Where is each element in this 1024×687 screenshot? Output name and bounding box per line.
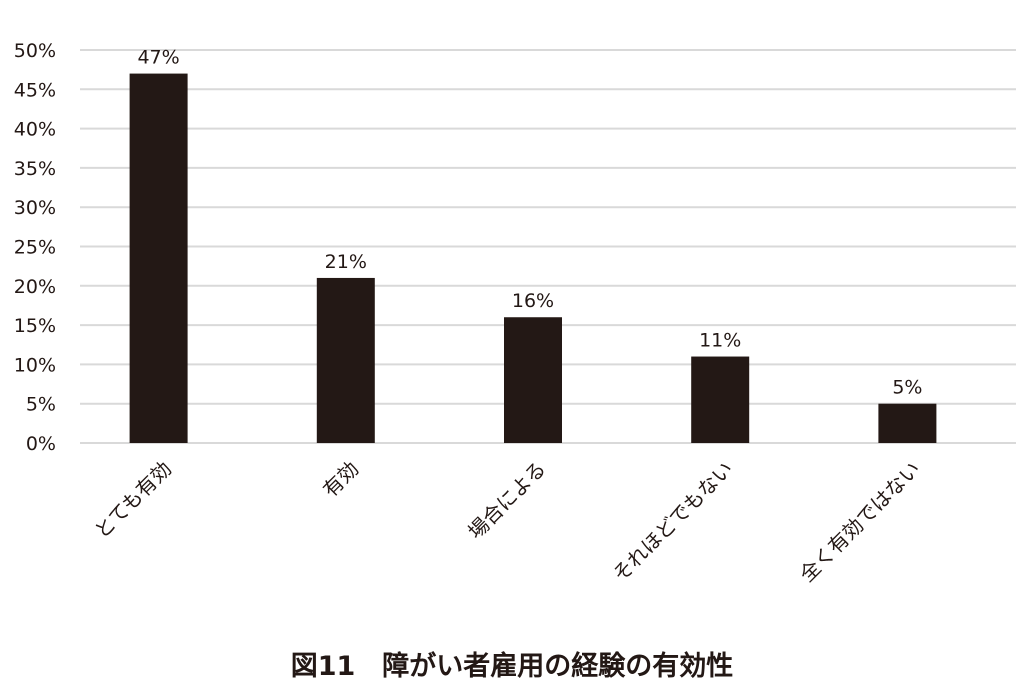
x-tick-label: 有効 [318,457,363,502]
x-tick-label: それほどでもない [608,457,738,587]
bar [691,356,750,443]
y-tick-label: 20% [14,276,56,298]
grid-layer [80,49,1016,444]
data-label: 11% [699,330,741,352]
x-axis-ticks: とても有効 有効 場合による それほどでもない 全く有効ではない [90,457,925,587]
data-label: 16% [512,290,554,312]
y-tick-label: 30% [14,197,56,219]
y-tick-label: 10% [14,354,56,376]
bar [878,403,937,443]
data-label: 21% [325,251,367,273]
data-label: 5% [892,377,922,399]
y-tick-label: 0% [26,433,56,455]
x-tick-label: とても有効 [90,457,177,544]
y-tick-label: 25% [14,237,56,259]
x-tick-label: 全く有効ではない [795,457,925,587]
bar [129,73,188,443]
y-tick-label: 45% [14,79,56,101]
y-tick-label: 50% [14,40,56,62]
y-tick-label: 5% [26,394,56,416]
bars [129,73,937,443]
bar [316,277,375,443]
x-tick-label: 場合による [463,457,550,544]
y-tick-label: 40% [14,119,56,141]
bar [504,317,562,443]
chart-title: 図11 障がい者雇用の経験の有効性 [291,650,734,682]
data-label: 47% [137,47,179,69]
y-axis-ticks: 0% 5% 10% 15% 20% 25% 30% 35% 40% 45% 50% [14,40,56,455]
y-tick-label: 15% [14,315,56,337]
data-labels: 47% 21% 16% 11% 5% [137,47,922,399]
y-tick-label: 35% [14,158,56,180]
